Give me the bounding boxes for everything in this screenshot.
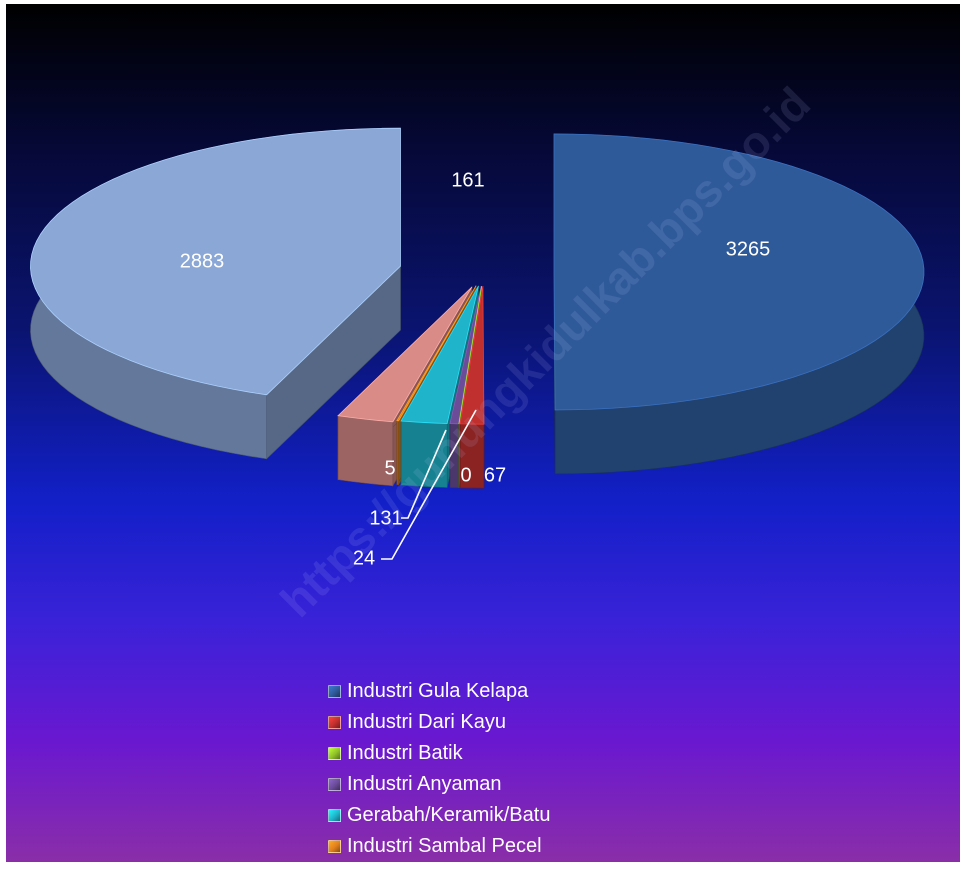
pie-chart: 3265 67 0 24 131 5 161 2883 xyxy=(30,127,925,569)
leader-line-131 xyxy=(401,429,447,519)
legend-label: Industri Dari Kayu xyxy=(347,711,506,733)
pie-slices xyxy=(30,127,925,489)
legend-label: Industri Gula Kelapa xyxy=(347,680,529,702)
pie-slice-0 xyxy=(553,133,925,475)
legend-swatch xyxy=(328,685,341,698)
legend-item: Industri Batik xyxy=(328,738,550,769)
legend-item: Industri Anyaman xyxy=(328,769,550,800)
legend-item: Industri Sambal Pecel xyxy=(328,831,550,862)
legend-label: Industri Anyaman xyxy=(347,773,502,795)
legend-item: Gerabah/Keramik/Batu xyxy=(328,800,550,831)
data-label-4: 131 xyxy=(369,507,402,529)
chart-area: 3265 67 0 24 131 5 161 2883 https://gunungkidul… xyxy=(6,4,960,862)
legend-item: Industri Dari Kayu xyxy=(328,707,550,738)
data-label-1: 67 xyxy=(484,464,506,486)
legend: Industri Gula Kelapa Industri Dari Kayu In… xyxy=(328,676,550,862)
legend-swatch xyxy=(328,747,341,760)
data-label-0: 3265 xyxy=(726,238,771,260)
data-label-2: 0 xyxy=(460,464,471,486)
legend-swatch xyxy=(328,716,341,729)
legend-swatch xyxy=(328,809,341,822)
data-labels: 3265 67 0 24 131 5 161 2883 xyxy=(180,169,771,569)
data-label-7: 2883 xyxy=(180,250,225,272)
pie-slice-1 xyxy=(459,286,485,489)
data-label-3: 24 xyxy=(353,547,375,569)
data-label-5: 5 xyxy=(384,457,395,479)
legend-swatch xyxy=(328,840,341,853)
legend-item: Industri Gula Kelapa xyxy=(328,676,550,707)
legend-label: Gerabah/Keramik/Batu xyxy=(347,804,551,826)
legend-label: Industri Sambal Pecel xyxy=(347,835,542,857)
leader-lines xyxy=(381,409,477,560)
data-label-6: 161 xyxy=(451,169,484,191)
legend-swatch xyxy=(328,778,341,791)
legend-label: Industri Batik xyxy=(347,742,463,764)
pie-slice-7 xyxy=(30,127,401,460)
leader-line-24 xyxy=(381,409,477,560)
